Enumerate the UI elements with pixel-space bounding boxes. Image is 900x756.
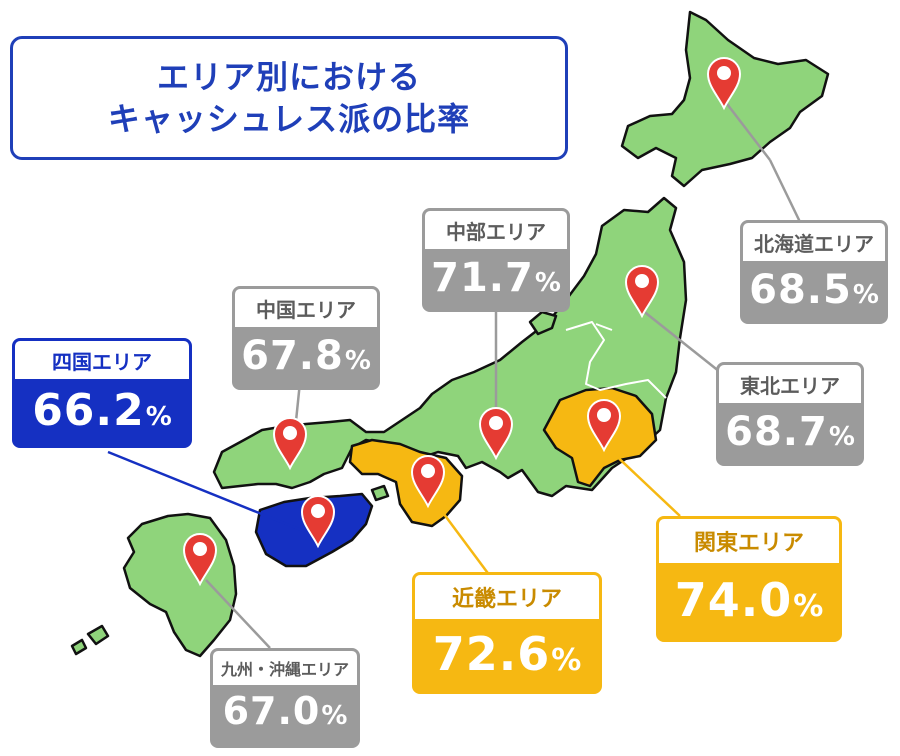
card-value: 67.0% <box>213 685 357 733</box>
island-shape <box>86 624 110 646</box>
map-pin-icon <box>586 399 622 453</box>
leader-line-hokkaido <box>723 99 771 161</box>
card-value: 68.7% <box>719 403 861 455</box>
value-unit: % <box>828 422 855 452</box>
leader-line-hokkaido <box>768 159 802 223</box>
card-label: 中国エリア <box>235 289 377 327</box>
hokkaido-tohoku-border <box>595 323 613 331</box>
leader-line-tohoku <box>641 309 721 373</box>
card-label: 近畿エリア <box>415 575 599 619</box>
card-value: 67.8% <box>235 327 377 379</box>
value-unit: % <box>534 268 561 298</box>
sado-island-shape <box>528 310 558 336</box>
value-number: 68.5 <box>749 267 852 313</box>
card-kinki: 近畿エリア 72.6% <box>412 572 602 694</box>
island-shape <box>370 484 390 502</box>
value-unit: % <box>793 589 824 624</box>
value-number: 72.6 <box>432 627 551 681</box>
map-pin-icon <box>624 265 660 319</box>
card-value: 66.2% <box>15 379 189 436</box>
leader-line-shikoku <box>107 450 317 538</box>
card-shikoku: 四国エリア 66.2% <box>12 338 192 448</box>
leader-line-kanto <box>609 449 681 517</box>
value-unit: % <box>344 346 371 376</box>
kyushu-shape <box>122 512 238 658</box>
card-tohoku: 東北エリア 68.7% <box>716 362 864 466</box>
card-label: 九州・沖縄エリア <box>213 651 357 685</box>
title-line-2: キャッシュレス派の比率 <box>107 100 471 138</box>
value-number: 74.0 <box>674 573 793 627</box>
tohoku-chubu-border <box>565 321 667 399</box>
title-box: エリア別における キャッシュレス派の比率 <box>10 36 568 160</box>
card-value: 74.0% <box>659 563 839 627</box>
map-pin-icon <box>300 495 336 549</box>
map-pin-icon <box>478 407 514 461</box>
card-label: 関東エリア <box>659 519 839 563</box>
value-unit: % <box>852 280 879 310</box>
card-value: 68.5% <box>743 261 885 313</box>
value-unit: % <box>145 402 172 432</box>
title-line-1: エリア別における <box>156 58 421 96</box>
leader-line-kinki <box>430 497 492 577</box>
card-chugoku: 中国エリア 67.8% <box>232 286 380 390</box>
value-number: 67.0 <box>222 689 321 733</box>
island-shape <box>70 638 88 656</box>
card-label: 四国エリア <box>15 341 189 379</box>
map-pin-icon <box>410 455 446 509</box>
value-unit: % <box>551 643 582 678</box>
card-value: 72.6% <box>415 619 599 681</box>
map-pin-icon <box>272 417 308 471</box>
map-pin-icon <box>182 533 218 587</box>
card-label: 東北エリア <box>719 365 861 403</box>
value-number: 67.8 <box>241 333 344 379</box>
card-kanto: 関東エリア 74.0% <box>656 516 842 642</box>
card-label: 中部エリア <box>425 211 567 249</box>
card-label: 北海道エリア <box>743 223 885 261</box>
card-hokkaido: 北海道エリア 68.5% <box>740 220 888 324</box>
value-unit: % <box>321 701 348 731</box>
card-value: 71.7% <box>425 249 567 301</box>
value-number: 71.7 <box>431 255 534 301</box>
leader-line-kyushu <box>205 579 271 649</box>
card-chubu: 中部エリア 71.7% <box>422 208 570 312</box>
value-number: 68.7 <box>725 409 828 455</box>
value-number: 66.2 <box>32 385 145 436</box>
card-kyushu: 九州・沖縄エリア 67.0% <box>210 648 360 748</box>
map-pin-icon <box>706 57 742 111</box>
